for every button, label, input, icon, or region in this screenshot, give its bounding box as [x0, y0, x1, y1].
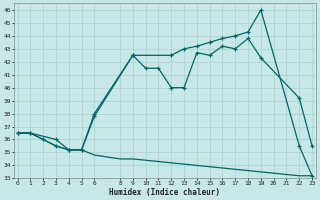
X-axis label: Humidex (Indice chaleur): Humidex (Indice chaleur) [109, 188, 220, 197]
